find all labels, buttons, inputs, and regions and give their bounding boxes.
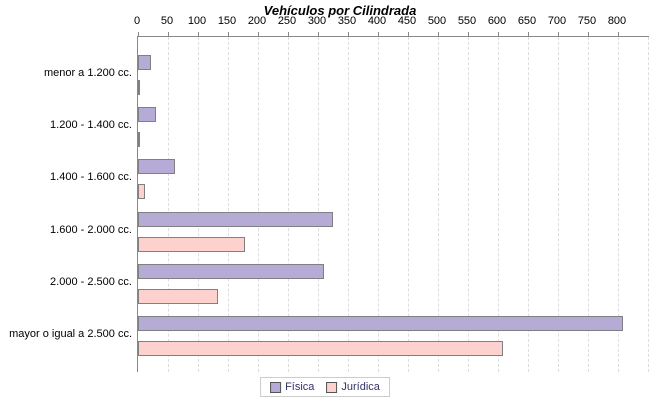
x-axis-tick-label: 50 — [160, 15, 174, 27]
gridline — [228, 37, 229, 372]
gridline — [318, 37, 319, 372]
chart-title: Vehículos por Cilindrada — [263, 3, 417, 18]
category-label: mayor o igual a 2.500 cc. — [9, 328, 132, 340]
x-axis-tick-label: 450 — [397, 15, 417, 27]
juridica-color-swatch — [326, 381, 338, 393]
plot-area — [137, 32, 649, 372]
x-axis-tick-label: 0 — [133, 15, 141, 27]
gridline — [618, 37, 619, 372]
gridline — [588, 37, 589, 372]
bar-fisica-5 — [138, 316, 623, 331]
bar-fisica-1 — [138, 107, 156, 123]
gridline — [258, 37, 259, 372]
x-axis-tick — [288, 32, 289, 36]
x-axis-tick-label: 100 — [187, 15, 207, 27]
x-axis-tick-label: 350 — [337, 15, 357, 27]
category-label: menor a 1.200 cc. — [43, 67, 132, 79]
x-axis-tick — [378, 32, 379, 36]
gridline — [378, 37, 379, 372]
x-axis-tick-label: 550 — [457, 15, 477, 27]
gridline — [198, 37, 199, 372]
x-axis-tick-label: 200 — [247, 15, 267, 27]
gridline — [468, 37, 469, 372]
fisica-color-swatch — [270, 381, 282, 393]
x-axis-tick — [168, 32, 169, 36]
x-axis-tick-label: 300 — [307, 15, 327, 27]
x-axis-tick-label: 750 — [577, 15, 597, 27]
category-label: 1.200 - 1.400 cc. — [50, 119, 132, 132]
x-axis-tick — [318, 32, 319, 36]
x-axis-tick — [438, 32, 439, 36]
legend-label-juridica: Jurídica — [341, 381, 380, 393]
bar-juridica-2 — [138, 184, 145, 200]
x-axis-tick-label: 650 — [517, 15, 537, 27]
x-axis-tick — [198, 32, 199, 36]
x-axis-tick — [618, 32, 619, 36]
x-axis-tick-label: 700 — [547, 15, 567, 27]
x-axis-tick-label: 150 — [217, 15, 237, 27]
x-axis-tick-label: 250 — [277, 15, 297, 27]
x-axis-tick — [228, 32, 229, 36]
category-label: 2.000 - 2.500 cc. — [50, 275, 132, 288]
x-axis-tick — [138, 32, 139, 36]
x-axis-tick — [348, 32, 349, 36]
bar-juridica-0 — [138, 80, 140, 95]
x-axis-tick-label: 800 — [607, 15, 627, 27]
gridline — [558, 37, 559, 372]
gridline — [498, 37, 499, 372]
x-axis-tick-label: 600 — [487, 15, 507, 27]
bar-fisica-0 — [138, 55, 151, 70]
bar-juridica-5 — [138, 341, 503, 356]
legend: Física Jurídica — [260, 377, 390, 397]
x-axis-tick — [258, 32, 259, 36]
legend-entry-fisica: Física — [270, 381, 314, 393]
x-axis-tick-label: 400 — [367, 15, 387, 27]
gridline — [648, 37, 649, 372]
gridline — [408, 37, 409, 372]
category-label: 1.600 - 2.000 cc. — [50, 223, 132, 236]
x-axis-tick — [468, 32, 469, 36]
x-axis-tick — [408, 32, 409, 36]
gridline — [288, 37, 289, 372]
x-axis-tick — [558, 32, 559, 36]
bar-fisica-4 — [138, 263, 324, 279]
bar-fisica-3 — [138, 211, 333, 227]
bar-juridica-1 — [138, 132, 140, 148]
gridline — [438, 37, 439, 372]
x-axis-tick — [528, 32, 529, 36]
bar-juridica-4 — [138, 288, 218, 304]
bar-juridica-3 — [138, 236, 245, 252]
gridline — [168, 37, 169, 372]
x-axis-tick — [498, 32, 499, 36]
legend-entry-juridica: Jurídica — [326, 381, 380, 393]
category-label: 1.400 - 1.600 cc. — [50, 171, 132, 184]
x-axis-tick-label: 500 — [427, 15, 447, 27]
gridline — [528, 37, 529, 372]
gridline — [348, 37, 349, 372]
bar-fisica-2 — [138, 159, 175, 175]
legend-label-fisica: Física — [285, 381, 315, 393]
y-axis-category-labels: menor a 1.200 cc. 1.200 - 1.400 cc. 1.400 … — [0, 36, 132, 371]
x-axis-tick-labels: 0 50 100 150 200 250 300 350 400 450 500 550 600 650 7… — [134, 15, 648, 28]
x-axis-tick — [588, 32, 589, 36]
